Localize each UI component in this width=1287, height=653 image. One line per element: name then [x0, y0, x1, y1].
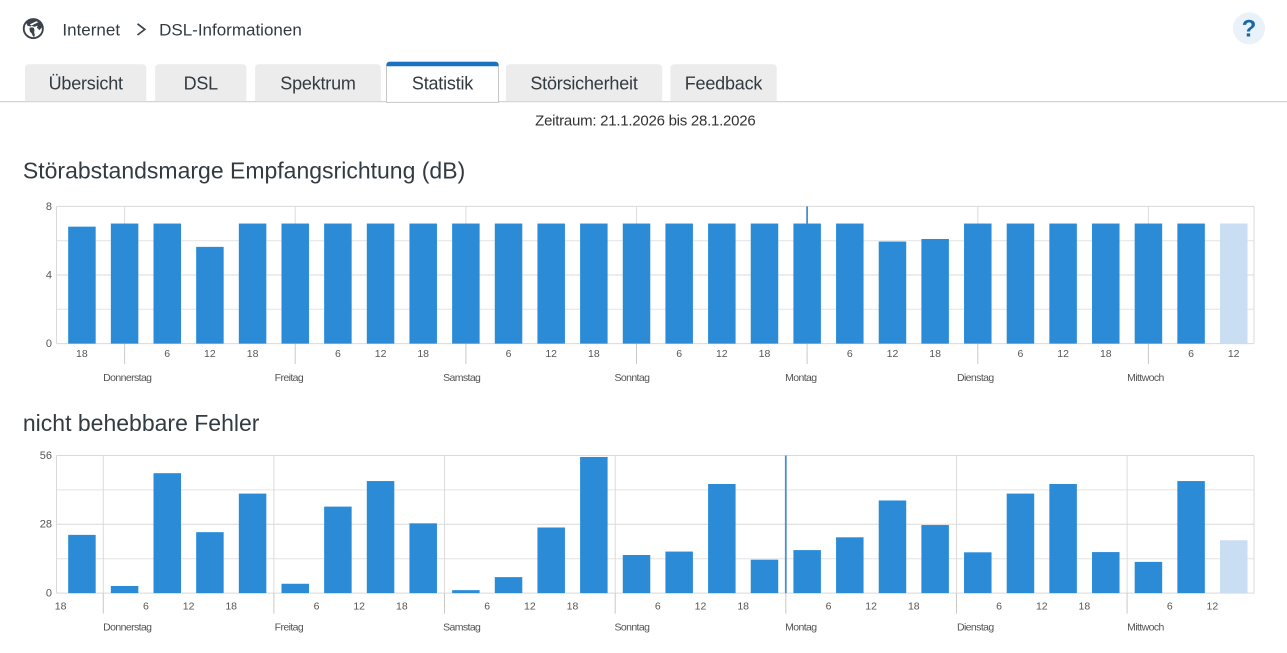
svg-text:6: 6 [1188, 348, 1194, 360]
svg-text:6: 6 [314, 601, 320, 613]
svg-text:Dienstag: Dienstag [957, 372, 994, 384]
svg-text:18: 18 [1079, 601, 1091, 613]
svg-text:28: 28 [40, 519, 52, 531]
svg-text:12: 12 [1207, 601, 1219, 613]
svg-text:0: 0 [46, 338, 52, 350]
svg-text:nicht behebbare Fehler: nicht behebbare Fehler [23, 410, 260, 436]
svg-text:6: 6 [143, 601, 149, 613]
svg-text:Donnerstag: Donnerstag [103, 372, 152, 384]
svg-text:6: 6 [847, 348, 853, 360]
svg-text:18: 18 [396, 601, 408, 613]
svg-text:4: 4 [46, 269, 52, 281]
svg-text:Mittwoch: Mittwoch [1127, 372, 1164, 384]
svg-text:Freitag: Freitag [275, 372, 304, 384]
svg-text:8: 8 [46, 201, 52, 213]
svg-text:Internet: Internet [62, 20, 120, 39]
svg-text:Donnerstag: Donnerstag [103, 621, 152, 633]
svg-text:18: 18 [737, 601, 749, 613]
svg-text:12: 12 [887, 348, 899, 360]
svg-text:Störabstandsmarge Empfangsrich: Störabstandsmarge Empfangsrichtung (dB) [23, 158, 465, 184]
svg-text:6: 6 [676, 348, 682, 360]
svg-text:Sonntag: Sonntag [614, 621, 650, 633]
svg-text:?: ? [1242, 16, 1257, 43]
svg-text:Dienstag: Dienstag [957, 621, 994, 633]
svg-text:56: 56 [40, 450, 52, 462]
svg-text:6: 6 [484, 601, 490, 613]
svg-text:12: 12 [716, 348, 728, 360]
svg-text:12: 12 [1057, 348, 1069, 360]
svg-text:12: 12 [524, 601, 536, 613]
svg-text:18: 18 [759, 348, 771, 360]
svg-text:18: 18 [929, 348, 941, 360]
svg-text:12: 12 [353, 601, 365, 613]
svg-text:18: 18 [225, 601, 237, 613]
svg-text:12: 12 [1228, 348, 1240, 360]
svg-text:12: 12 [545, 348, 557, 360]
svg-text:DSL-Informationen: DSL-Informationen [159, 20, 302, 39]
svg-text:Sonntag: Sonntag [614, 372, 650, 384]
svg-text:DSL: DSL [184, 73, 219, 93]
svg-text:Montag: Montag [785, 372, 817, 384]
svg-text:Samstag: Samstag [443, 621, 481, 633]
svg-text:6: 6 [335, 348, 341, 360]
svg-text:Samstag: Samstag [443, 372, 481, 384]
svg-text:12: 12 [375, 348, 387, 360]
svg-text:0: 0 [46, 588, 52, 600]
svg-text:18: 18 [55, 601, 67, 613]
svg-text:Störsicherheit: Störsicherheit [530, 73, 637, 93]
svg-text:18: 18 [1100, 348, 1112, 360]
svg-text:12: 12 [865, 601, 877, 613]
svg-text:18: 18 [567, 601, 579, 613]
svg-text:12: 12 [1036, 601, 1048, 613]
svg-text:Mittwoch: Mittwoch [1127, 621, 1164, 633]
svg-text:18: 18 [417, 348, 429, 360]
svg-text:6: 6 [826, 601, 832, 613]
svg-text:Zeitraum: 21.1.2026 bis 28.1.2: Zeitraum: 21.1.2026 bis 28.1.2026 [535, 113, 755, 130]
svg-text:Montag: Montag [785, 621, 817, 633]
svg-text:18: 18 [247, 348, 259, 360]
svg-text:Freitag: Freitag [275, 621, 304, 633]
svg-text:12: 12 [204, 348, 216, 360]
svg-text:6: 6 [996, 601, 1002, 613]
svg-text:6: 6 [1167, 601, 1173, 613]
svg-text:6: 6 [164, 348, 170, 360]
svg-text:Spektrum: Spektrum [280, 73, 355, 93]
svg-text:18: 18 [588, 348, 600, 360]
svg-text:Feedback: Feedback [685, 73, 764, 93]
svg-text:Übersicht: Übersicht [49, 73, 123, 93]
svg-text:18: 18 [76, 348, 88, 360]
svg-text:18: 18 [908, 601, 920, 613]
svg-text:6: 6 [655, 601, 661, 613]
svg-text:12: 12 [695, 601, 707, 613]
svg-text:6: 6 [506, 348, 512, 360]
svg-text:Statistik: Statistik [412, 73, 474, 93]
svg-text:12: 12 [183, 601, 195, 613]
svg-text:6: 6 [1017, 348, 1023, 360]
